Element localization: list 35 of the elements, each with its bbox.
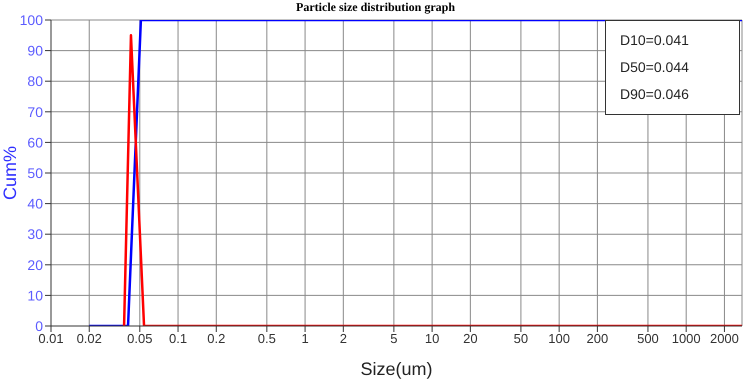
x-tick-label: 10 — [424, 331, 440, 346]
x-tick-label: 500 — [637, 331, 659, 346]
annotation: D10=0.041 — [620, 31, 690, 50]
x-tick-label: 0.01 — [38, 331, 64, 346]
annotation: D50=0.044 — [620, 58, 690, 77]
x-tick-label: 200 — [586, 331, 608, 346]
y-axis-title: Cum% — [0, 146, 20, 200]
y-tick-label: 60 — [27, 134, 44, 150]
annotation: D90=0.046 — [620, 85, 690, 104]
y-tick-label: 30 — [27, 226, 44, 242]
x-tick-label: 1000 — [672, 331, 701, 346]
y-tick-label: 40 — [27, 196, 44, 212]
x-tick-label: 50 — [514, 331, 528, 346]
x-axis-title: Size(um) — [360, 359, 433, 379]
y-tick-label: 90 — [27, 42, 44, 59]
y-tick-label: 0 — [35, 318, 44, 334]
x-tick-label: 0.1 — [169, 331, 188, 346]
x-tick-label: 2000 — [710, 331, 739, 346]
x-tick-label: 2 — [340, 331, 347, 346]
x-tick-label: 20 — [463, 331, 478, 346]
x-tick-label: 1 — [301, 331, 309, 346]
x-tick-label: 0.02 — [76, 331, 102, 346]
text-box: D10=0.041 D50=0.044 D90=0.046 — [605, 20, 740, 115]
y-tick-label: 20 — [27, 256, 44, 273]
x-tick-label: 0.05 — [127, 331, 152, 346]
y-tick-label: 80 — [27, 73, 44, 90]
y-tick-label: 10 — [27, 287, 44, 304]
x-tick-label: 100 — [548, 331, 570, 346]
y-tick-label: 50 — [27, 164, 44, 181]
x-tick-label: 0.2 — [207, 331, 226, 346]
y-tick-label: 100 — [20, 12, 44, 28]
x-tick-label: 5 — [390, 331, 398, 346]
chart-title: Particle size distribution graph — [296, 0, 455, 14]
x-tick-label: 0.5 — [258, 331, 276, 346]
y-tick-label: 70 — [27, 104, 44, 120]
